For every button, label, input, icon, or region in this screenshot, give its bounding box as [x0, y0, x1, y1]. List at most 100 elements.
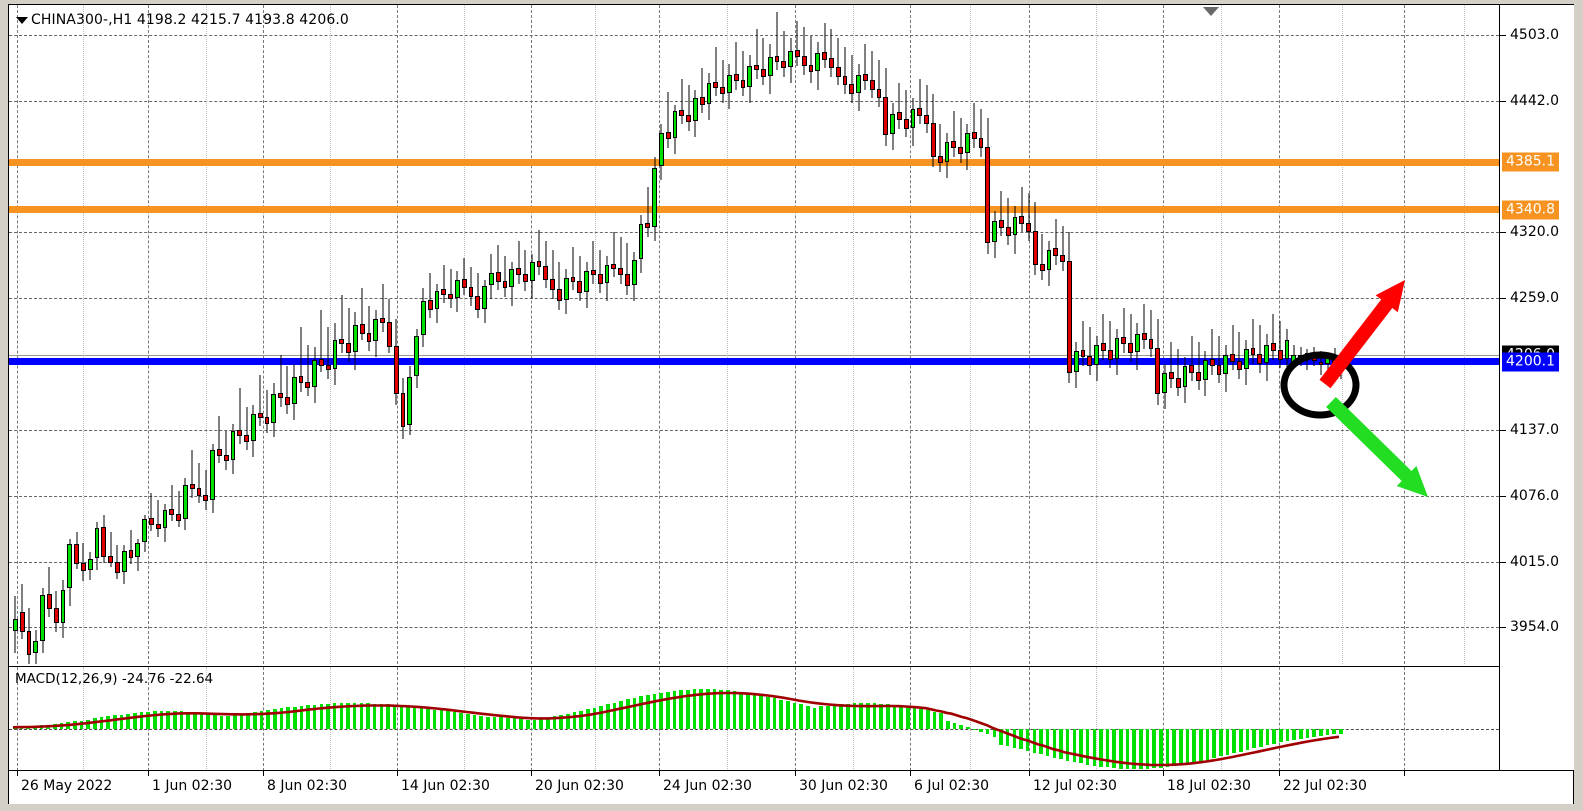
candle: [1033, 5, 1038, 664]
candle: [121, 5, 127, 664]
candle: [788, 5, 794, 664]
candle-body-up: [727, 74, 732, 93]
candle: [883, 5, 889, 664]
macd-histogram-bar: [439, 710, 444, 729]
candle-body-up: [1135, 333, 1140, 353]
price-axis[interactable]: 4503.04442.04385.14340.84320.04259.04206…: [1499, 5, 1574, 770]
candle: [1073, 5, 1079, 664]
candle-body-down: [1216, 365, 1222, 375]
price-level-resistance-2[interactable]: [9, 206, 1499, 214]
gridline-v-minor: [330, 667, 331, 771]
macd-histogram-bar: [426, 708, 430, 729]
macd-histogram-bar: [1339, 729, 1343, 734]
candle-body-up: [1264, 344, 1270, 363]
candle-wick: [1000, 191, 1002, 237]
candle-wick: [110, 532, 112, 567]
gridline-v: [17, 667, 18, 771]
macd-histogram-bar: [452, 712, 457, 729]
macd-histogram-bar: [1205, 729, 1210, 760]
candle: [1080, 5, 1086, 664]
candle: [1046, 5, 1052, 664]
macd-histogram-bar: [839, 704, 843, 729]
candle-wick: [647, 186, 649, 237]
price-pane[interactable]: CHINA300-,H1 4198.2 4215.7 4193.8 4206.0: [9, 5, 1499, 664]
candle-body-down: [801, 56, 807, 66]
candle-wick: [837, 37, 839, 86]
gridline-v-minor: [206, 5, 207, 664]
candle-body-down: [1039, 263, 1045, 272]
macd-histogram-bar: [1145, 729, 1150, 769]
macd-histogram-bar: [719, 689, 723, 729]
candle-body-down: [971, 131, 977, 140]
candle-body-down: [1175, 377, 1181, 388]
macd-histogram-bar: [566, 713, 570, 729]
price-axis-label: 4076.0: [1510, 487, 1559, 504]
candle-body-up: [421, 301, 426, 335]
candle: [931, 5, 936, 664]
candle-body-up: [121, 550, 127, 573]
candle-wick: [191, 450, 193, 498]
candle-wick: [844, 46, 846, 95]
candle: [754, 5, 760, 664]
macd-histogram-bar: [652, 693, 657, 729]
macd-histogram-bar: [859, 703, 863, 729]
candle-body-down: [366, 332, 372, 343]
candle-wick: [1041, 234, 1043, 280]
gridline-v: [1029, 5, 1030, 664]
macd-histogram-bar: [392, 704, 397, 729]
time-axis-label: 26 May 2022: [21, 778, 113, 794]
candle: [958, 5, 964, 664]
price-level-resistance-1[interactable]: [9, 158, 1499, 166]
macd-histogram-bar: [512, 718, 517, 729]
macd-histogram-bar: [386, 704, 390, 729]
candle: [917, 5, 923, 664]
candle-body-down: [883, 97, 889, 136]
macd-histogram-bar: [746, 692, 750, 729]
candle-body-down: [155, 523, 161, 530]
macd-histogram-bar: [132, 712, 137, 729]
macd-histogram-bar: [152, 711, 157, 729]
time-axis-label: 1 Jun 02:30: [152, 778, 233, 794]
chart-frame[interactable]: CHINA300-,H1 4198.2 4215.7 4193.8 4206.0…: [8, 4, 1574, 804]
candle-body-down: [557, 289, 562, 302]
macd-histogram-bar: [845, 703, 850, 729]
candle: [325, 5, 331, 664]
candle-body-down: [713, 82, 719, 88]
macd-histogram-bar: [1179, 729, 1183, 765]
candle: [829, 5, 834, 664]
macd-histogram-bar: [246, 712, 250, 729]
price-level-support-1[interactable]: [9, 358, 1499, 366]
triangle-down-icon[interactable]: [16, 17, 28, 24]
candle-body-up: [584, 271, 590, 292]
candle: [1209, 5, 1215, 664]
candle: [210, 5, 216, 664]
macd-histogram-bar: [1192, 729, 1197, 763]
price-axis-label: 4015.0: [1510, 553, 1559, 570]
time-axis-label: 20 Jun 02:30: [535, 778, 624, 794]
macd-histogram-bar: [759, 695, 763, 729]
candle: [781, 5, 787, 664]
candle-body-down: [1148, 339, 1154, 349]
candle-wick: [341, 294, 343, 354]
candle-body-up: [230, 430, 236, 460]
candle-wick: [742, 50, 744, 97]
time-axis-tick: [397, 771, 398, 776]
candle: [665, 5, 671, 664]
macd-histogram-bar: [1279, 729, 1283, 743]
macd-histogram-bar: [372, 703, 377, 729]
candle-wick: [1089, 327, 1091, 375]
candle: [1067, 5, 1072, 664]
time-axis[interactable]: 26 May 2022 1 Jun 02:30 8 Jun 02:30 14 Jun …: [9, 770, 1573, 804]
candle-body-down: [19, 612, 25, 632]
candle: [679, 5, 685, 664]
gridline-v: [148, 5, 149, 664]
macd-pane[interactable]: MACD(12,26,9) -24.76 -22.64: [9, 666, 1499, 771]
macd-histogram-bar: [832, 704, 837, 729]
candle-wick: [626, 243, 628, 295]
macd-histogram-bar: [626, 699, 630, 729]
candle-body-down: [625, 274, 630, 287]
candle-body-down: [189, 483, 195, 490]
price-level-current-price[interactable]: [9, 355, 1499, 357]
triangle-down-marker-icon: [1203, 7, 1219, 16]
candle: [1121, 5, 1127, 664]
